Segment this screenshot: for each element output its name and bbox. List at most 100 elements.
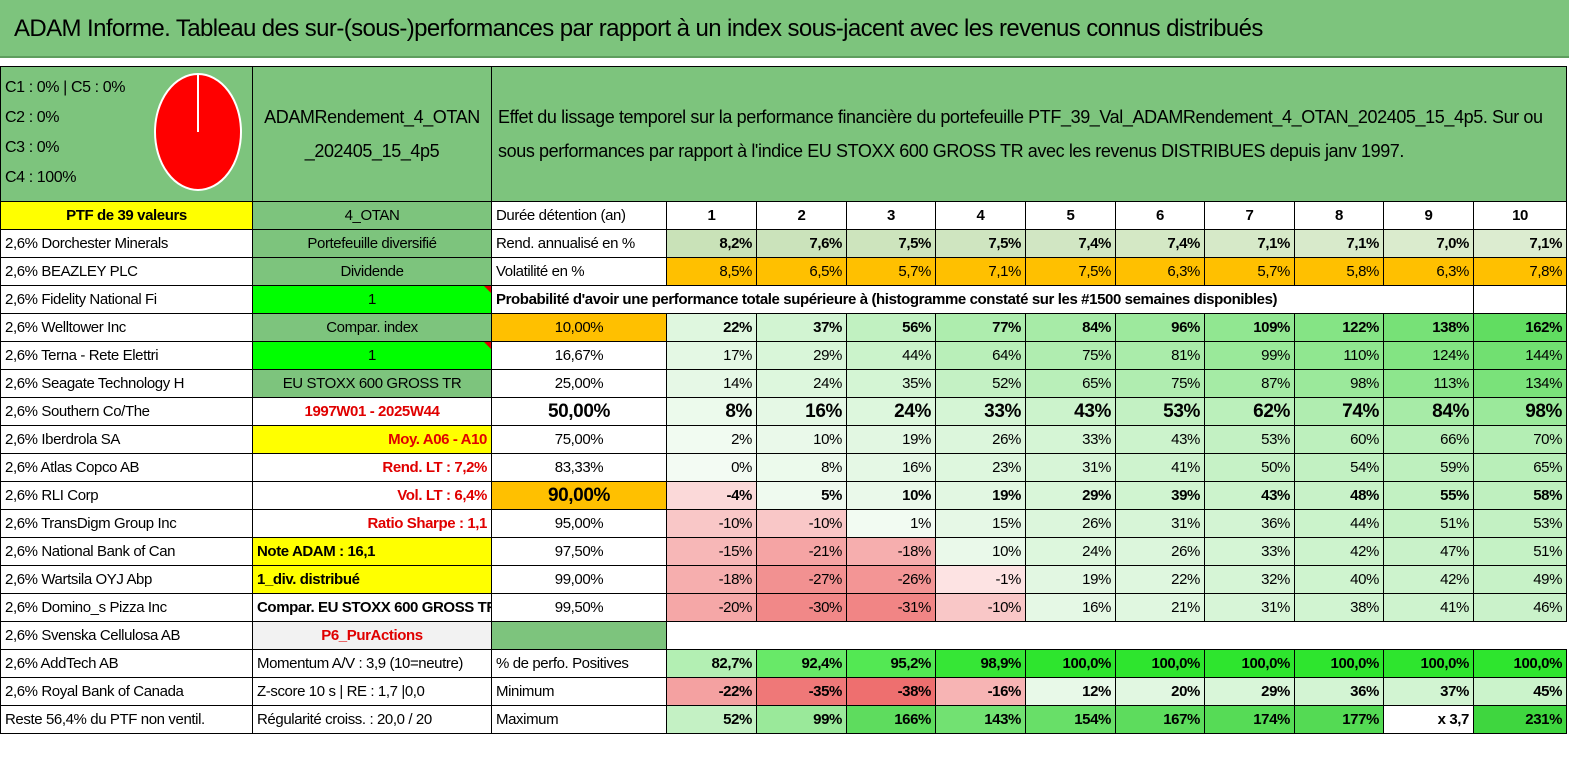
probability-value: 55% bbox=[1383, 481, 1474, 510]
probability-value: 5% bbox=[756, 481, 847, 510]
holding-label: 2,6% Seagate Technology H bbox=[0, 369, 253, 398]
info-cell: Rend. LT : 7,2% bbox=[252, 453, 492, 482]
probability-value: 41% bbox=[1383, 593, 1474, 622]
min-label: Minimum bbox=[491, 677, 667, 706]
probability-value: 31% bbox=[1025, 453, 1116, 482]
probability-value: 10% bbox=[935, 537, 1026, 566]
holding-label: 2,6% BEAZLEY PLC bbox=[0, 257, 253, 286]
max-value: 143% bbox=[935, 705, 1026, 734]
probability-value: 47% bbox=[1383, 537, 1474, 566]
blank-cell bbox=[491, 621, 667, 650]
rend-value: 7,5% bbox=[935, 229, 1026, 258]
info-cell: Compar. EU STOXX 600 GROSS TR bbox=[252, 593, 492, 622]
max-value: 177% bbox=[1294, 705, 1384, 734]
holding-label: 2,6% Svenska Cellulosa AB bbox=[0, 621, 253, 650]
probability-value: 98% bbox=[1294, 369, 1384, 398]
info-cell: 1 bbox=[252, 341, 492, 370]
pos-value: 100,0% bbox=[1472, 649, 1568, 678]
year-header: 2 bbox=[756, 201, 847, 230]
probability-value: 65% bbox=[1025, 369, 1116, 398]
threshold-label: 90,00% bbox=[491, 481, 667, 510]
min-value: 45% bbox=[1472, 677, 1568, 706]
probability-value: -10% bbox=[666, 509, 757, 538]
probability-value: 33% bbox=[1204, 537, 1295, 566]
probability-value: 109% bbox=[1204, 313, 1295, 342]
probability-value: 33% bbox=[1025, 425, 1116, 454]
probability-value: 43% bbox=[1115, 425, 1205, 454]
info-cell: 1 bbox=[252, 285, 492, 314]
probability-value: 42% bbox=[1294, 537, 1384, 566]
threshold-label: 25,00% bbox=[491, 369, 667, 398]
probability-value: 62% bbox=[1204, 397, 1295, 426]
probability-value: 36% bbox=[1204, 509, 1295, 538]
info-cell: Moy. A06 - A10 bbox=[252, 425, 492, 454]
probability-value: 50% bbox=[1204, 453, 1295, 482]
min-value: 12% bbox=[1025, 677, 1116, 706]
probability-value: 43% bbox=[1204, 481, 1295, 510]
vol-value: 5,7% bbox=[1204, 257, 1295, 286]
probability-value: 44% bbox=[1294, 509, 1384, 538]
probability-value: -18% bbox=[666, 565, 757, 594]
probability-value: 87% bbox=[1204, 369, 1295, 398]
probability-value: 60% bbox=[1294, 425, 1384, 454]
probability-value: 53% bbox=[1115, 397, 1205, 426]
holding-label: 2,6% Southern Co/The bbox=[0, 397, 253, 426]
year-header: 7 bbox=[1204, 201, 1295, 230]
year-header: 3 bbox=[846, 201, 936, 230]
composition-line: C3 : 0% bbox=[5, 139, 60, 156]
rend-value: 7,4% bbox=[1025, 229, 1116, 258]
holding-label: 2,6% Dorchester Minerals bbox=[0, 229, 253, 258]
probability-value: 21% bbox=[1115, 593, 1205, 622]
holding-label: 2,6% Wartsila OYJ Abp bbox=[0, 565, 253, 594]
probability-value: 52% bbox=[935, 369, 1026, 398]
probability-value: 58% bbox=[1472, 481, 1568, 510]
probability-value: 84% bbox=[1025, 313, 1116, 342]
holding-label: Reste 56,4% du PTF non ventil. bbox=[0, 705, 253, 734]
probability-value: 29% bbox=[1025, 481, 1116, 510]
probability-value: 16% bbox=[756, 397, 847, 426]
pos-value: 98,9% bbox=[935, 649, 1026, 678]
composition-line: C2 : 0% bbox=[5, 109, 60, 126]
vol-value: 7,8% bbox=[1472, 257, 1568, 286]
pos-value: 100,0% bbox=[1204, 649, 1295, 678]
threshold-label: 83,33% bbox=[491, 453, 667, 482]
rend-label: Rend. annualisé en % bbox=[491, 229, 667, 258]
threshold-label: 10,00% bbox=[491, 313, 667, 342]
probability-value: 8% bbox=[756, 453, 847, 482]
holding-label: 2,6% RLI Corp bbox=[0, 481, 253, 510]
probability-value: -10% bbox=[756, 509, 847, 538]
probability-value: 19% bbox=[1025, 565, 1116, 594]
min-value: -22% bbox=[666, 677, 757, 706]
rend-value: 7,6% bbox=[756, 229, 847, 258]
holding-label: 2,6% AddTech AB bbox=[0, 649, 253, 678]
probability-value: 124% bbox=[1383, 341, 1474, 370]
threshold-label: 99,00% bbox=[491, 565, 667, 594]
vol-value: 7,1% bbox=[935, 257, 1026, 286]
probability-value: 16% bbox=[846, 453, 936, 482]
info-cell: EU STOXX 600 GROSS TR bbox=[252, 369, 492, 398]
info-cell: 1997W01 - 2025W44 bbox=[252, 397, 492, 426]
probability-value: 144% bbox=[1472, 341, 1568, 370]
max-value: 52% bbox=[666, 705, 757, 734]
probability-value: -21% bbox=[756, 537, 847, 566]
probability-value: -1% bbox=[935, 565, 1026, 594]
holding-label: 2,6% Welltower Inc bbox=[0, 313, 253, 342]
max-value: 154% bbox=[1025, 705, 1116, 734]
probability-value: 64% bbox=[935, 341, 1026, 370]
threshold-label: 50,00% bbox=[491, 397, 667, 426]
max-value: 231% bbox=[1472, 705, 1568, 734]
probability-value: 122% bbox=[1294, 313, 1384, 342]
min-value: 20% bbox=[1115, 677, 1205, 706]
probability-value: -4% bbox=[666, 481, 757, 510]
rend-value: 7,1% bbox=[1294, 229, 1384, 258]
probability-value: 134% bbox=[1472, 369, 1568, 398]
probability-value: 2% bbox=[666, 425, 757, 454]
product-name: ADAMRendement_4_OTAN _202405_15_4p5 bbox=[252, 66, 492, 202]
composition-line: C1 : 0% | C5 : 0% bbox=[5, 79, 126, 96]
pos-label: % de perfo. Positives bbox=[491, 649, 667, 678]
pos-value: 100,0% bbox=[1115, 649, 1205, 678]
year-header: 10 bbox=[1472, 201, 1568, 230]
max-value: x 3,7 bbox=[1383, 705, 1474, 734]
probability-value: 70% bbox=[1472, 425, 1568, 454]
probability-value: 77% bbox=[935, 313, 1026, 342]
